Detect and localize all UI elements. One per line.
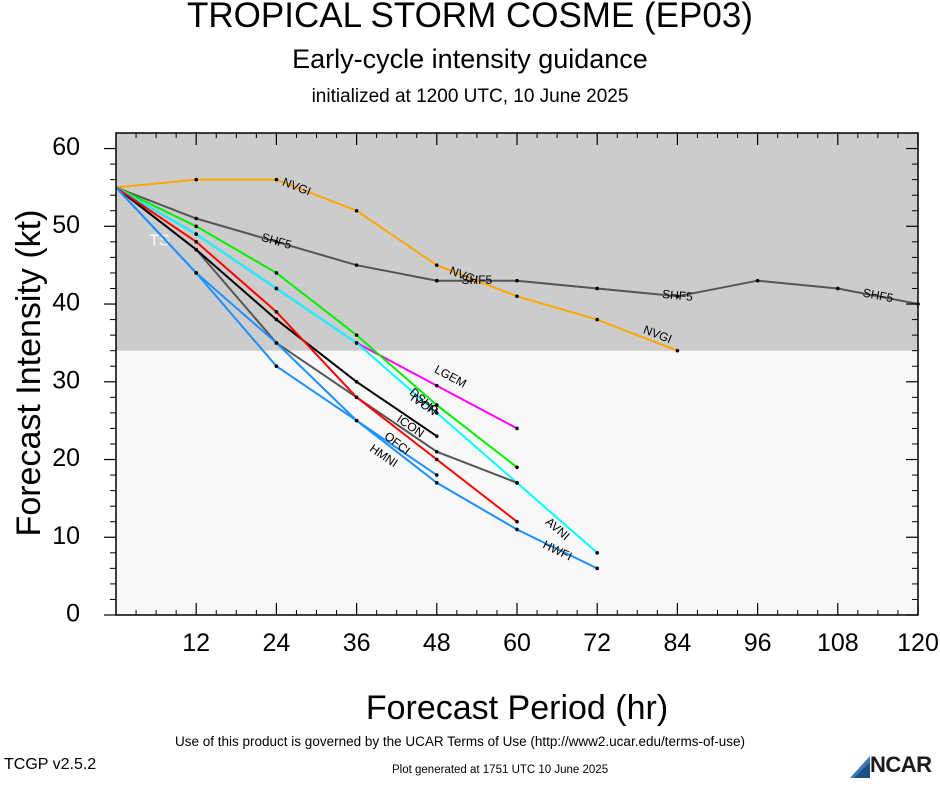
point-shf5-24h (274, 240, 279, 244)
point-lgem-60h (515, 426, 519, 431)
point-ivcn-60h (515, 481, 519, 485)
point-ofci-24h (274, 310, 279, 314)
chart-subtitle: Early-cycle intensity guidance (292, 44, 648, 74)
series-line-nvgi (115, 178, 678, 352)
y-tick-label-10: 10 (52, 522, 80, 550)
x-tick-label-48: 48 (423, 629, 451, 657)
point-hmni-12h (194, 271, 198, 275)
point-hmni-24h (274, 341, 279, 345)
point-hmni-36h (354, 418, 359, 423)
point-icon-24h (274, 317, 279, 322)
point-avni-48h (435, 411, 439, 415)
x-tick-label-96: 96 (744, 629, 772, 657)
chart-title: TROPICAL STORM COSME (EP03) (187, 0, 753, 35)
x-tick-label-12: 12 (182, 629, 210, 657)
y-tick-label-40: 40 (52, 289, 80, 317)
ncar-logo: NCAR (848, 752, 940, 780)
x-tick-label-24: 24 (262, 629, 290, 657)
point-ofci-48h (435, 457, 439, 462)
point-ofci-36h (354, 395, 359, 400)
point-hwfi-72h (595, 566, 599, 571)
point-avni-72h (595, 551, 599, 555)
series-label-shf5-1: SHF5 (462, 273, 493, 287)
point-dshp-48h (435, 403, 439, 407)
point-nvgi-84h (675, 348, 680, 353)
x-tick-label-72: 72 (583, 629, 611, 657)
x-tick-label-120: 120 (897, 629, 939, 657)
point-icon-48h (435, 434, 439, 438)
point-nvgi-60h (515, 294, 519, 299)
point-dshp-24h (274, 271, 279, 275)
series-line-dshp (115, 186, 518, 469)
point-hwfi-48h (435, 481, 439, 485)
x-axis-title: Forecast Period (hr) (366, 689, 668, 727)
y-tick-label-60: 60 (52, 133, 80, 161)
ts-band-label: TS (149, 233, 169, 250)
x-tick-label-108: 108 (817, 629, 859, 657)
point-dshp-36h (354, 333, 359, 337)
point-avni-36h (354, 341, 359, 345)
point-shf5-12h (194, 216, 198, 221)
point-lgem-48h (435, 383, 439, 388)
point-nvgi-48h (435, 263, 439, 267)
ts-band (116, 133, 918, 351)
point-ofci-60h (515, 519, 519, 524)
point-hmni-48h (435, 473, 439, 477)
point-dshp-12h (194, 224, 198, 229)
point-icon-36h (354, 379, 359, 384)
point-nvgi-36h (354, 208, 359, 213)
point-shf5-48h (435, 278, 439, 283)
point-hwfi-24h (274, 364, 279, 369)
y-tick-label-0: 0 (66, 600, 80, 628)
point-avni-24h (274, 286, 279, 291)
point-ofci-12h (194, 240, 198, 244)
ncar-logo-icon (850, 756, 870, 778)
y-tick-label-50: 50 (52, 211, 80, 239)
point-avni-12h (194, 232, 198, 236)
generated-timestamp: Plot generated at 1751 UTC 10 June 2025 (392, 764, 609, 776)
ncar-logo-text: NCAR (870, 752, 932, 777)
x-tick-label-36: 36 (343, 629, 371, 657)
point-ivcn-48h (435, 449, 439, 454)
series-label-shf5-2: SHF5 (662, 287, 694, 304)
point-shf5-60h (515, 278, 519, 283)
point-nvgi-12h (194, 177, 198, 182)
point-shf5-36h (354, 263, 359, 267)
point-nvgi-72h (595, 317, 599, 322)
x-tick-label-84: 84 (663, 629, 691, 657)
point-shf5-84h (675, 294, 680, 299)
point-shf5-96h (755, 278, 760, 283)
initialization-time: initialized at 1200 UTC, 10 June 2025 (311, 86, 629, 107)
point-icon-12h (194, 247, 198, 252)
x-tick-label-60: 60 (503, 629, 531, 657)
point-shf5-72h (595, 286, 599, 291)
y-tick-label-30: 30 (52, 366, 80, 394)
terms-of-use-note: Use of this product is governed by the U… (175, 734, 745, 749)
y-axis-title: Forecast Intensity (kt) (10, 210, 48, 537)
point-nvgi-24h (274, 177, 279, 182)
series-label-shf5-3: SHF5 (862, 286, 895, 306)
series-line-ofci (115, 186, 518, 523)
point-hwfi-60h (515, 527, 519, 532)
y-tick-label-20: 20 (52, 444, 80, 472)
version-label: TCGP v2.5.2 (4, 756, 97, 773)
point-shf5-108h (836, 286, 840, 291)
point-dshp-60h (515, 465, 519, 470)
